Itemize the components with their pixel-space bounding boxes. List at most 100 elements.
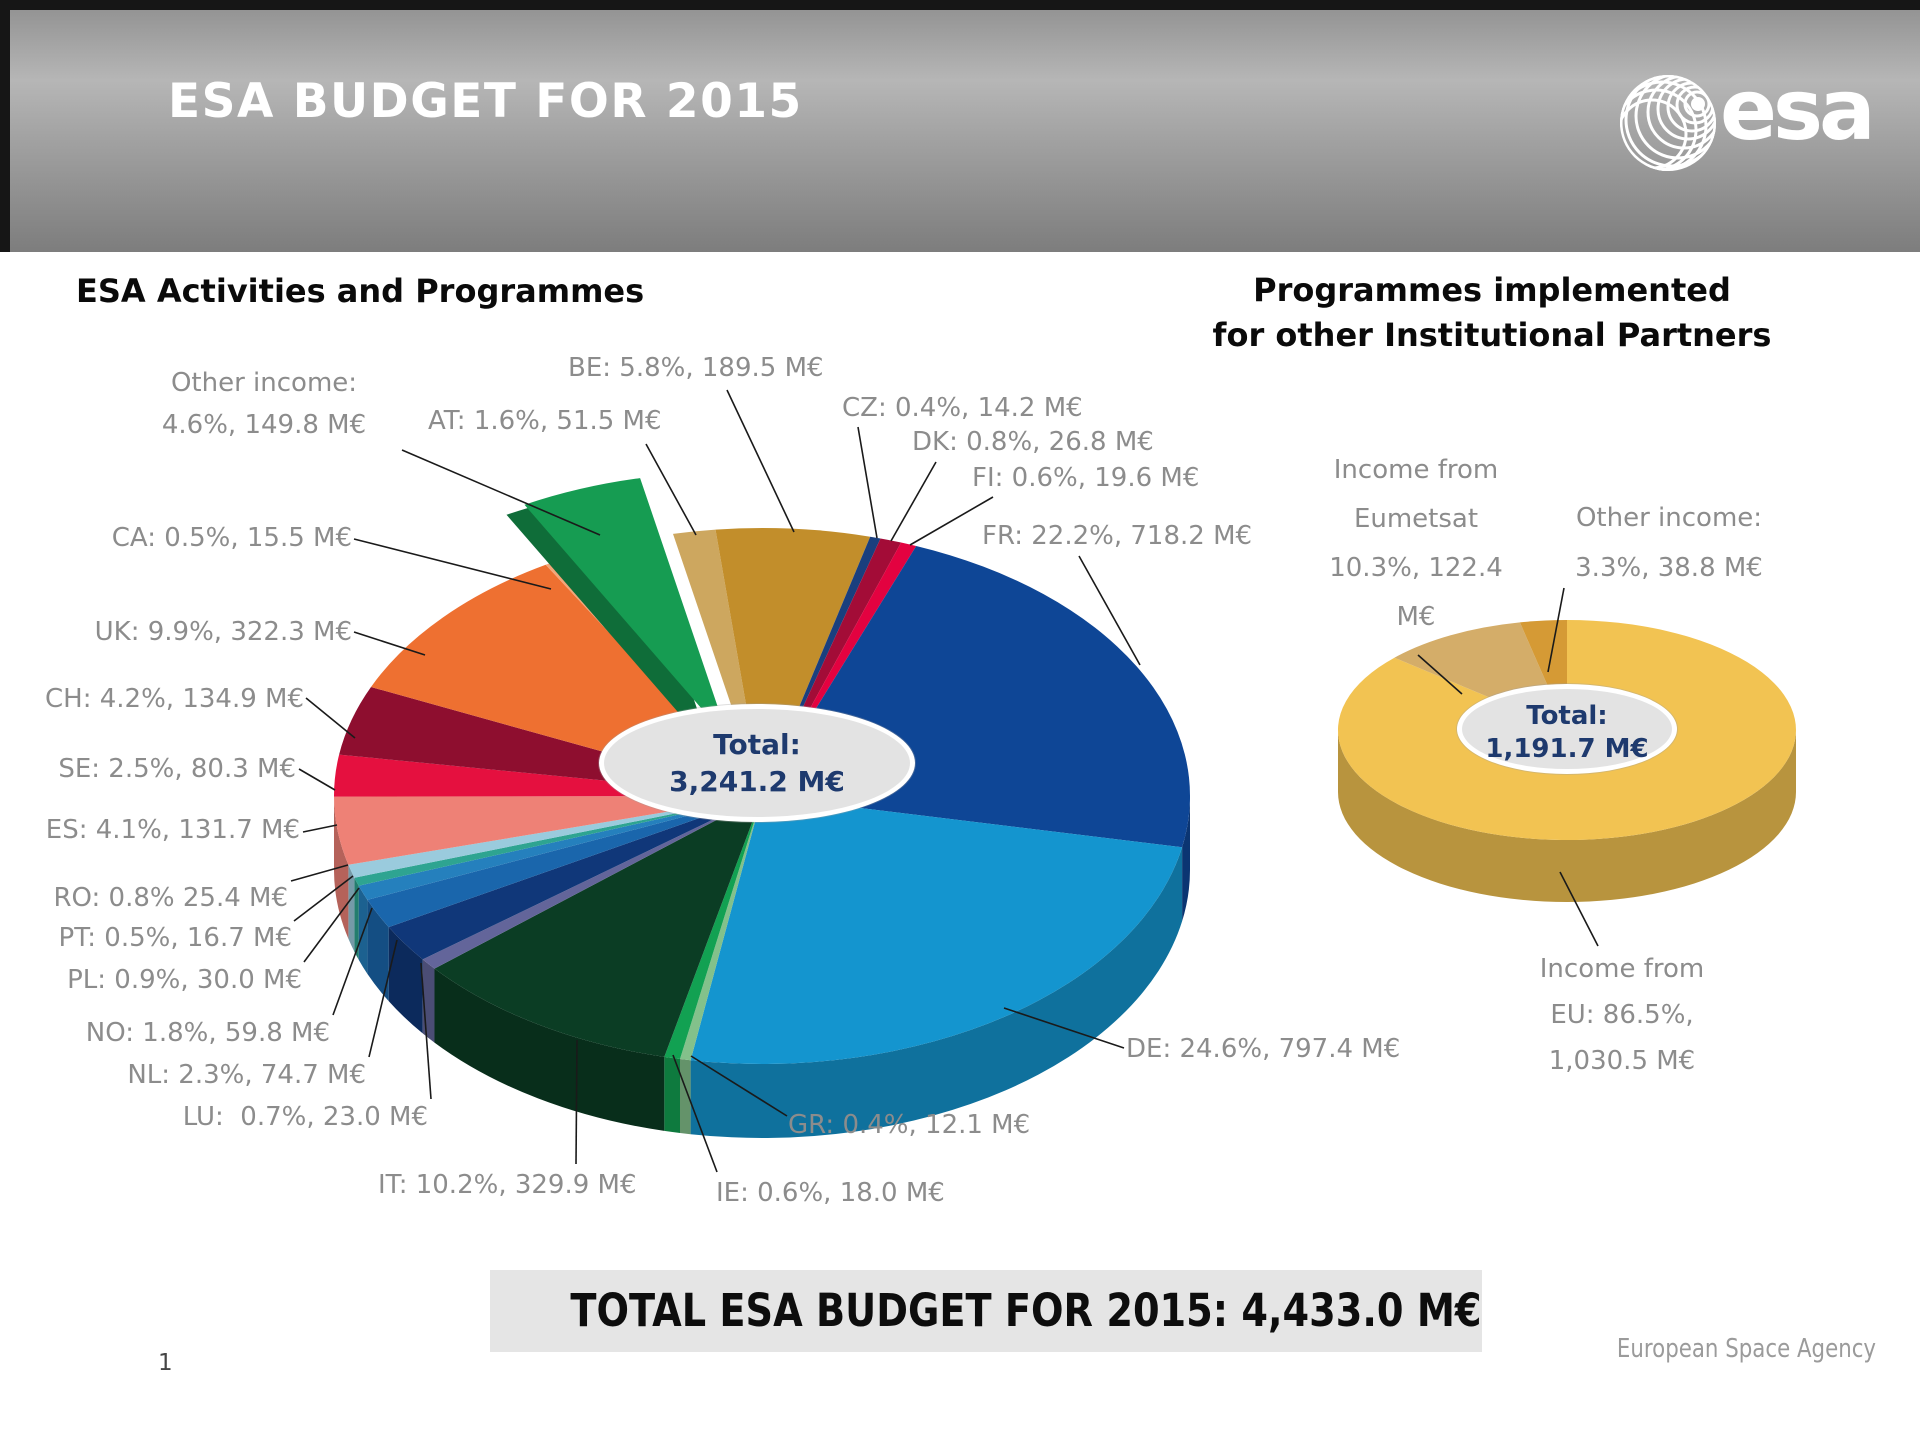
esa-logo: esa [1612, 60, 1882, 190]
page-title: ESA BUDGET FOR 2015 [168, 74, 803, 129]
label-other-income-right-line1: Other income: [1575, 503, 1763, 533]
pie0-slice-it [434, 796, 762, 1057]
pie0-wall-ro [348, 864, 355, 952]
label-uk: UK: 9.9%, 322.3 M€ [94, 617, 352, 647]
label-fi: FI: 0.6%, 19.6 M€ [972, 463, 1200, 493]
label-at: AT: 1.6%, 51.5 M€ [428, 406, 662, 436]
leader-line-dk [890, 461, 937, 542]
left-chart-title: ESA Activities and Programmes [76, 272, 645, 310]
right-chart-title: Programmes implemented for other Institu… [1156, 268, 1828, 358]
leader-line-lu [420, 962, 432, 1100]
pie0-wall-gr [680, 1059, 691, 1135]
label-no: NO: 1.8%, 59.8 M€ [85, 1018, 330, 1048]
header-left-border [0, 0, 10, 252]
pie0-slice-gr [680, 796, 762, 1061]
label-other-income-right: Other income: 3.3%, 38.8 M€ [1545, 493, 1793, 593]
header-top-border [0, 0, 1920, 10]
left-pie-total-badge: Total: 3,241.2 M€ [599, 704, 915, 822]
pie0-slice-other [524, 478, 730, 741]
label-cz: CZ: 0.4%, 14.2 M€ [842, 393, 1083, 423]
label-eumetsat-line2: Eumetsat [1353, 504, 1479, 534]
label-pl: PL: 0.9%, 30.0 M€ [67, 965, 302, 995]
pie0-wall-ie [664, 1056, 680, 1133]
agency-footer-text: European Space Agency [1616, 1334, 1876, 1364]
pie0-slice-ro [348, 796, 762, 878]
label-es: ES: 4.1%, 131.7 M€ [45, 815, 300, 845]
pie0-slice-other-side [506, 488, 712, 751]
pie0-slice-nl [388, 796, 762, 960]
leader-line-fr [1078, 555, 1141, 666]
label-other-income-line2: 4.6%, 149.8 M€ [161, 410, 367, 440]
total-budget-banner: TOTAL ESA BUDGET FOR 2015: 4,433.0 M€ [490, 1270, 1482, 1352]
pie0-slice-es [334, 796, 762, 865]
label-eu-line2: EU: 86.5%, [1550, 1000, 1694, 1030]
pie0-wall-nl [388, 927, 423, 1034]
label-de: DE: 24.6%, 797.4 M€ [1126, 1034, 1401, 1064]
label-fr: FR: 22.2%, 718.2 M€ [982, 521, 1253, 551]
label-other-income-line1: Other income: [170, 368, 358, 398]
leader-line-other-income-right [1547, 587, 1565, 673]
leader-line-gr [690, 1055, 788, 1117]
leader-line-be [726, 389, 795, 533]
pie0-slice-lu [422, 796, 762, 969]
label-ie: IE: 0.6%, 18.0 M€ [716, 1178, 945, 1208]
agency-footer: European Space Agency [1480, 1334, 1876, 1364]
label-eu-line1: Income from [1539, 954, 1705, 984]
esa-globe-icon [1620, 75, 1716, 171]
pie0-slice-de [690, 796, 1183, 1064]
pie0-wall-pt [354, 877, 359, 960]
leader-line-ie [672, 1054, 718, 1173]
leader-line-cz [857, 426, 878, 539]
pie0-wall-de [690, 847, 1183, 1138]
esa-logo-text: esa [1720, 61, 1876, 159]
page-number: 1 [158, 1350, 173, 1376]
label-eumetsat-line1: Income from [1333, 455, 1499, 485]
pie0-slice-no [367, 796, 762, 928]
label-ca: CA: 0.5%, 15.5 M€ [111, 523, 352, 553]
label-gr: GR: 0.4%, 12.1 M€ [788, 1110, 1031, 1140]
label-other-income: Other income: 4.6%, 149.8 M€ [118, 362, 410, 446]
label-other-income-right-line2: 3.3%, 38.8 M€ [1575, 553, 1763, 583]
label-dk: DK: 0.8%, 26.8 M€ [912, 427, 1154, 457]
leader-line-es [302, 824, 338, 833]
label-ro: RO: 0.8% 25.4 M€ [53, 883, 288, 913]
label-eu-line3: 1,030.5 M€ [1548, 1046, 1696, 1076]
leader-line-ro [290, 864, 349, 882]
pie0-slice-pl [358, 796, 762, 900]
pie0-wall-pl [358, 885, 368, 974]
right-chart-title-line1: Programmes implemented [1253, 271, 1731, 309]
label-lu: LU: 0.7%, 23.0 M€ [182, 1102, 428, 1132]
pie1-wall-eu [1338, 730, 1796, 902]
label-nl: NL: 2.3%, 74.7 M€ [127, 1060, 366, 1090]
pie0-slice-pt [354, 796, 762, 886]
pie0-wall-fr [1182, 796, 1190, 922]
leader-line-other-income [401, 449, 601, 536]
right-pie-total-badge: Total: 1,191.7 M€ [1457, 684, 1677, 774]
label-pt: PT: 0.5%, 16.7 M€ [58, 923, 292, 953]
leader-line-eumetsat [1417, 654, 1463, 695]
leader-line-ch [305, 697, 356, 739]
label-be: BE: 5.8%, 189.5 M€ [568, 353, 824, 383]
left-pie-total-value: 3,241.2 M€ [669, 765, 845, 798]
leader-line-uk [353, 631, 426, 656]
label-ch: CH: 4.2%, 134.9 M€ [45, 684, 304, 714]
leader-line-it [575, 1039, 578, 1165]
right-pie-total-value: 1,191.7 M€ [1485, 734, 1649, 764]
pie0-slice-ie [664, 796, 762, 1059]
right-pie-total-title: Total: [1526, 701, 1608, 731]
leader-line-ca [353, 538, 552, 590]
label-eumetsat-line4: M€ [1396, 602, 1436, 632]
leader-line-pt [293, 875, 354, 922]
left-pie-total-title: Total: [713, 728, 801, 761]
label-eumetsat: Income from Eumetsat 10.3%, 122.4 M€ [1290, 446, 1542, 642]
header: ESA BUDGET FOR 2015 esa [0, 0, 1920, 252]
leader-line-no [332, 907, 373, 1016]
leader-line-pl [303, 887, 360, 963]
leader-line-at [645, 443, 697, 536]
label-it: IT: 10.2%, 329.9 M€ [378, 1170, 637, 1200]
leader-line-nl [368, 939, 398, 1058]
label-eumetsat-line3: 10.3%, 122.4 [1329, 553, 1503, 583]
leader-line-eu [1559, 871, 1599, 947]
right-chart-title-line2: for other Institutional Partners [1212, 316, 1772, 354]
